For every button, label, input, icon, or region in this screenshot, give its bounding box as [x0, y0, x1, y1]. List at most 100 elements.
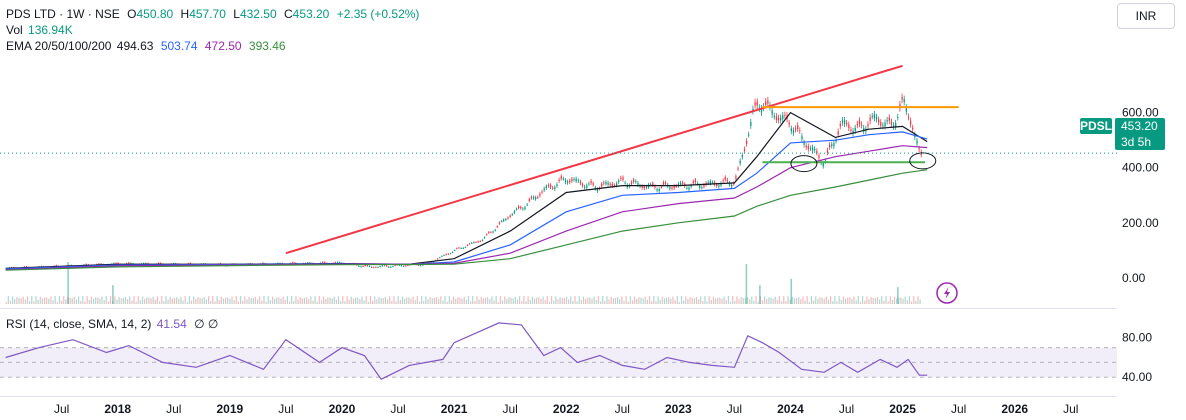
- volume-bar: [657, 296, 659, 304]
- volume-bar: [363, 300, 365, 304]
- volume-bar: [504, 296, 506, 304]
- time-axis-separator: [0, 396, 1117, 397]
- volume-bar: [527, 296, 529, 304]
- rsi-label[interactable]: RSI (14, close, SMA, 14, 2): [6, 317, 152, 331]
- open-value: 450.80: [136, 7, 174, 21]
- pane-separator[interactable]: [0, 308, 1117, 309]
- volume-bar: [900, 297, 902, 304]
- candle-body: [498, 222, 501, 224]
- volume-bar: [216, 296, 218, 304]
- currency-button[interactable]: INR: [1117, 3, 1175, 29]
- candle-body: [792, 130, 795, 134]
- candle-body: [892, 125, 895, 128]
- volume-bar: [348, 299, 350, 304]
- volume-bar: [542, 296, 544, 304]
- volume-bar: [595, 300, 597, 304]
- volume-bar: [131, 300, 133, 304]
- volume-bar: [896, 287, 899, 304]
- volume-bar: [301, 298, 303, 304]
- volume-bar: [357, 297, 359, 304]
- candle-body: [607, 182, 609, 185]
- volume-bar: [92, 298, 95, 304]
- volume-bar: [305, 297, 308, 304]
- volume-bar: [521, 301, 523, 304]
- volume-bar: [663, 298, 666, 304]
- symbol-title[interactable]: PDS LTD · 1W · NSE: [6, 7, 120, 21]
- volume-bar: [299, 296, 301, 304]
- volume-bar: [278, 297, 280, 304]
- candle-body: [588, 183, 590, 185]
- volume-bar: [154, 299, 156, 304]
- volume-bar: [416, 296, 418, 304]
- volume-bar: [37, 299, 39, 304]
- candle-body: [773, 115, 775, 117]
- volume-bar: [646, 299, 649, 304]
- volume-bar: [734, 300, 736, 304]
- volume-bar: [327, 297, 329, 304]
- candle-body: [920, 151, 922, 156]
- candle-body: [858, 120, 861, 125]
- candle-body: [735, 176, 737, 179]
- volume-bar: [303, 297, 306, 304]
- volume-bar: [563, 298, 565, 304]
- volume-bar: [819, 297, 821, 304]
- volume-bar: [815, 296, 817, 304]
- volume-bar: [9, 300, 12, 304]
- volume-bar: [851, 298, 853, 304]
- volume-bar: [461, 298, 463, 304]
- volume-bar: [533, 298, 536, 304]
- trendline: [285, 64, 903, 255]
- volume-bar: [431, 298, 433, 304]
- candle-body: [696, 183, 699, 185]
- candle-body: [490, 232, 492, 234]
- volume-bar: [137, 296, 139, 304]
- candle-body: [743, 149, 746, 151]
- rsi-value: 41.54: [156, 317, 187, 331]
- candle-body: [837, 131, 839, 135]
- volume-bar: [352, 298, 355, 304]
- candle-body: [884, 122, 886, 127]
- volume-label[interactable]: Vol: [6, 23, 23, 37]
- volume-bar: [872, 297, 874, 304]
- volume-bar: [314, 296, 316, 304]
- candle-body: [157, 262, 160, 264]
- volume-bar: [150, 298, 152, 304]
- volume-bar: [263, 296, 265, 304]
- candle-body: [515, 208, 518, 210]
- volume-bar: [173, 297, 176, 304]
- ticker-tag: PDSL: [1080, 118, 1113, 134]
- volume-bar: [919, 299, 921, 304]
- volume-bar: [917, 296, 919, 304]
- candle-body: [777, 117, 780, 121]
- volume-bar: [887, 301, 889, 304]
- candle-body: [575, 178, 577, 182]
- volume-bar: [340, 301, 342, 304]
- candle-body: [441, 255, 443, 257]
- candle-body: [622, 177, 624, 180]
- time-axis-label: Jul: [502, 402, 517, 416]
- volume-bar: [516, 299, 519, 304]
- candle-body: [794, 128, 797, 130]
- volume-bar: [135, 301, 137, 304]
- ema-label[interactable]: EMA 20/50/100/200: [6, 39, 112, 53]
- volume-bar: [800, 299, 802, 304]
- volume-bar: [812, 300, 815, 304]
- volume-bar: [808, 301, 810, 304]
- candle-body: [368, 266, 371, 268]
- volume-bar: [465, 299, 467, 304]
- lightning-icon[interactable]: [936, 282, 958, 304]
- volume-bar: [58, 296, 61, 304]
- volume-bar: [29, 301, 31, 304]
- candle-body: [686, 187, 688, 189]
- candle-body: [492, 231, 494, 233]
- volume-bar: [876, 296, 879, 304]
- candle-body: [375, 266, 377, 268]
- volume-bar: [374, 296, 376, 304]
- volume-bar: [591, 298, 593, 304]
- volume-bar: [90, 296, 93, 304]
- volume-value: 136.94K: [28, 23, 73, 37]
- time-axis-label: Jul: [951, 402, 966, 416]
- candle-body: [873, 114, 876, 119]
